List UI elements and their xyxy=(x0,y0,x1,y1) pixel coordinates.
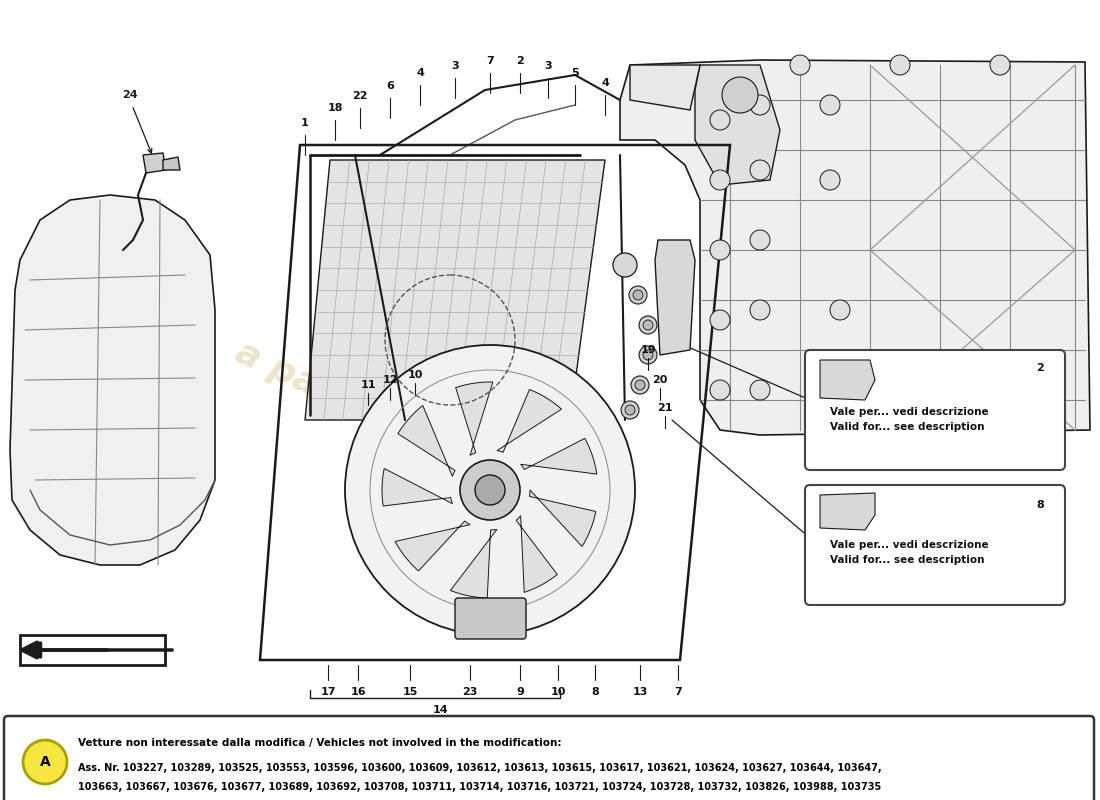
Text: 20: 20 xyxy=(652,375,668,385)
Text: 7: 7 xyxy=(486,56,494,66)
Text: Vetture non interessate dalla modifica / Vehicles not involved in the modificati: Vetture non interessate dalla modifica /… xyxy=(78,738,561,748)
Text: 17: 17 xyxy=(320,687,336,697)
Circle shape xyxy=(830,300,850,320)
Circle shape xyxy=(710,240,730,260)
Text: Ass. Nr. 103227, 103289, 103525, 103553, 103596, 103600, 103609, 103612, 103613,: Ass. Nr. 103227, 103289, 103525, 103553,… xyxy=(78,763,881,773)
Circle shape xyxy=(710,110,730,130)
FancyBboxPatch shape xyxy=(805,350,1065,470)
Text: a passion since 1965: a passion since 1965 xyxy=(231,335,629,545)
Text: 7: 7 xyxy=(674,687,682,697)
Text: 2: 2 xyxy=(1036,363,1044,373)
Circle shape xyxy=(632,290,644,300)
Polygon shape xyxy=(305,160,605,420)
Text: 10: 10 xyxy=(407,370,422,380)
Polygon shape xyxy=(398,406,455,476)
Text: Vale per... vedi descrizione: Vale per... vedi descrizione xyxy=(830,407,989,417)
Circle shape xyxy=(750,380,770,400)
Circle shape xyxy=(750,300,770,320)
Circle shape xyxy=(830,380,850,400)
Circle shape xyxy=(750,95,770,115)
Text: 13: 13 xyxy=(632,687,648,697)
Polygon shape xyxy=(163,157,180,170)
Text: 5: 5 xyxy=(571,68,579,78)
Circle shape xyxy=(710,310,730,330)
Text: 11: 11 xyxy=(361,380,376,390)
Text: 103663, 103667, 103676, 103677, 103689, 103692, 103708, 103711, 103714, 103716, : 103663, 103667, 103676, 103677, 103689, … xyxy=(78,782,881,792)
Polygon shape xyxy=(20,635,165,665)
Polygon shape xyxy=(450,530,497,598)
Text: Vale per... vedi descrizione: Vale per... vedi descrizione xyxy=(830,540,989,550)
Polygon shape xyxy=(455,382,493,455)
Polygon shape xyxy=(820,360,874,400)
Polygon shape xyxy=(529,490,596,546)
Text: A: A xyxy=(40,755,51,769)
Circle shape xyxy=(722,77,758,113)
Circle shape xyxy=(23,740,67,784)
Text: 10: 10 xyxy=(550,687,565,697)
Circle shape xyxy=(820,170,840,190)
Text: 22: 22 xyxy=(352,91,367,101)
Text: 21: 21 xyxy=(658,403,673,413)
Circle shape xyxy=(710,380,730,400)
Circle shape xyxy=(790,55,810,75)
Circle shape xyxy=(345,345,635,635)
Text: 19: 19 xyxy=(640,345,656,355)
Polygon shape xyxy=(620,60,1090,435)
Polygon shape xyxy=(10,195,214,565)
Circle shape xyxy=(890,55,910,75)
Polygon shape xyxy=(630,65,700,110)
Text: 24: 24 xyxy=(122,90,138,100)
Text: Valid for... see description: Valid for... see description xyxy=(830,422,984,432)
Circle shape xyxy=(990,55,1010,75)
Circle shape xyxy=(621,401,639,419)
Text: 15: 15 xyxy=(403,687,418,697)
Polygon shape xyxy=(520,438,597,474)
Text: Valid for... see description: Valid for... see description xyxy=(830,555,984,565)
Polygon shape xyxy=(695,65,780,185)
Circle shape xyxy=(629,286,647,304)
Circle shape xyxy=(460,460,520,520)
Text: 4: 4 xyxy=(601,78,609,88)
Text: 1: 1 xyxy=(301,118,309,128)
Circle shape xyxy=(639,316,657,334)
Circle shape xyxy=(631,376,649,394)
Circle shape xyxy=(635,380,645,390)
Circle shape xyxy=(750,160,770,180)
Text: 2: 2 xyxy=(516,56,524,66)
Circle shape xyxy=(639,346,657,364)
Circle shape xyxy=(710,170,730,190)
Text: 12: 12 xyxy=(383,375,398,385)
FancyBboxPatch shape xyxy=(805,485,1065,605)
Text: 8: 8 xyxy=(591,687,598,697)
Polygon shape xyxy=(395,521,470,571)
Text: 3: 3 xyxy=(544,61,552,71)
FancyBboxPatch shape xyxy=(455,598,526,639)
Circle shape xyxy=(475,475,505,505)
Text: 9: 9 xyxy=(516,687,524,697)
FancyBboxPatch shape xyxy=(4,716,1094,800)
Circle shape xyxy=(644,350,653,360)
Circle shape xyxy=(613,253,637,277)
Polygon shape xyxy=(820,493,874,530)
Text: 16: 16 xyxy=(350,687,366,697)
Text: 18: 18 xyxy=(328,103,343,113)
Circle shape xyxy=(625,405,635,415)
Circle shape xyxy=(820,95,840,115)
Circle shape xyxy=(644,320,653,330)
Polygon shape xyxy=(143,153,166,173)
Circle shape xyxy=(750,230,770,250)
Polygon shape xyxy=(516,516,558,593)
Text: 14: 14 xyxy=(432,705,448,715)
Text: 6: 6 xyxy=(386,81,394,91)
Text: 23: 23 xyxy=(462,687,477,697)
Polygon shape xyxy=(497,390,562,452)
Text: 4: 4 xyxy=(416,68,424,78)
Polygon shape xyxy=(382,469,452,506)
Text: 8: 8 xyxy=(1036,500,1044,510)
Polygon shape xyxy=(654,240,695,355)
Text: 3: 3 xyxy=(451,61,459,71)
